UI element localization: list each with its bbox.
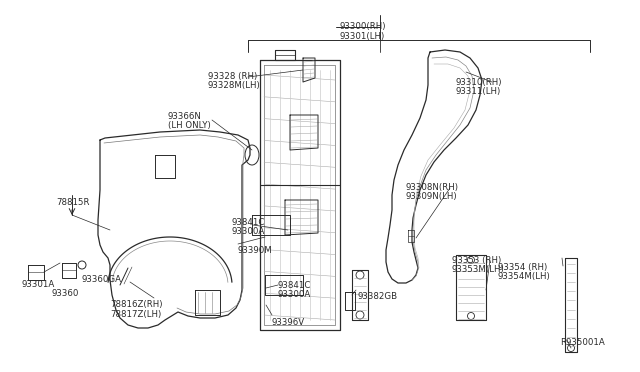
Text: 93309N(LH): 93309N(LH) [406, 192, 458, 201]
Text: R935001A: R935001A [560, 338, 605, 347]
Text: 93366N: 93366N [168, 112, 202, 121]
Text: 78815R: 78815R [56, 198, 90, 207]
Text: 93353 (RH): 93353 (RH) [452, 256, 501, 265]
Text: 93310(RH): 93310(RH) [456, 78, 502, 87]
Text: 93354 (RH): 93354 (RH) [498, 263, 547, 272]
Text: 93382GB: 93382GB [358, 292, 398, 301]
Text: 93301(LH): 93301(LH) [340, 32, 385, 41]
Text: 93308N(RH): 93308N(RH) [406, 183, 459, 192]
Text: 93390M: 93390M [238, 246, 273, 255]
Text: 93396V: 93396V [272, 318, 305, 327]
Text: 93300A: 93300A [232, 227, 265, 236]
Text: 78817Z(LH): 78817Z(LH) [110, 310, 161, 319]
Text: 93301A: 93301A [22, 280, 55, 289]
Text: 93841C: 93841C [232, 218, 266, 227]
Text: 93328M(LH): 93328M(LH) [208, 81, 260, 90]
Text: 93311(LH): 93311(LH) [456, 87, 501, 96]
Text: 93354M(LH): 93354M(LH) [498, 272, 551, 281]
Text: 93360: 93360 [52, 289, 79, 298]
Text: 93360GA: 93360GA [82, 275, 122, 284]
Text: 78816Z(RH): 78816Z(RH) [110, 300, 163, 309]
Text: 93300(RH): 93300(RH) [340, 22, 387, 31]
Text: 93328 (RH): 93328 (RH) [208, 72, 257, 81]
Text: 93353M(LH): 93353M(LH) [452, 265, 505, 274]
Text: 93841C: 93841C [278, 281, 312, 290]
Text: 93300A: 93300A [278, 290, 311, 299]
Text: (LH ONLY): (LH ONLY) [168, 121, 211, 130]
